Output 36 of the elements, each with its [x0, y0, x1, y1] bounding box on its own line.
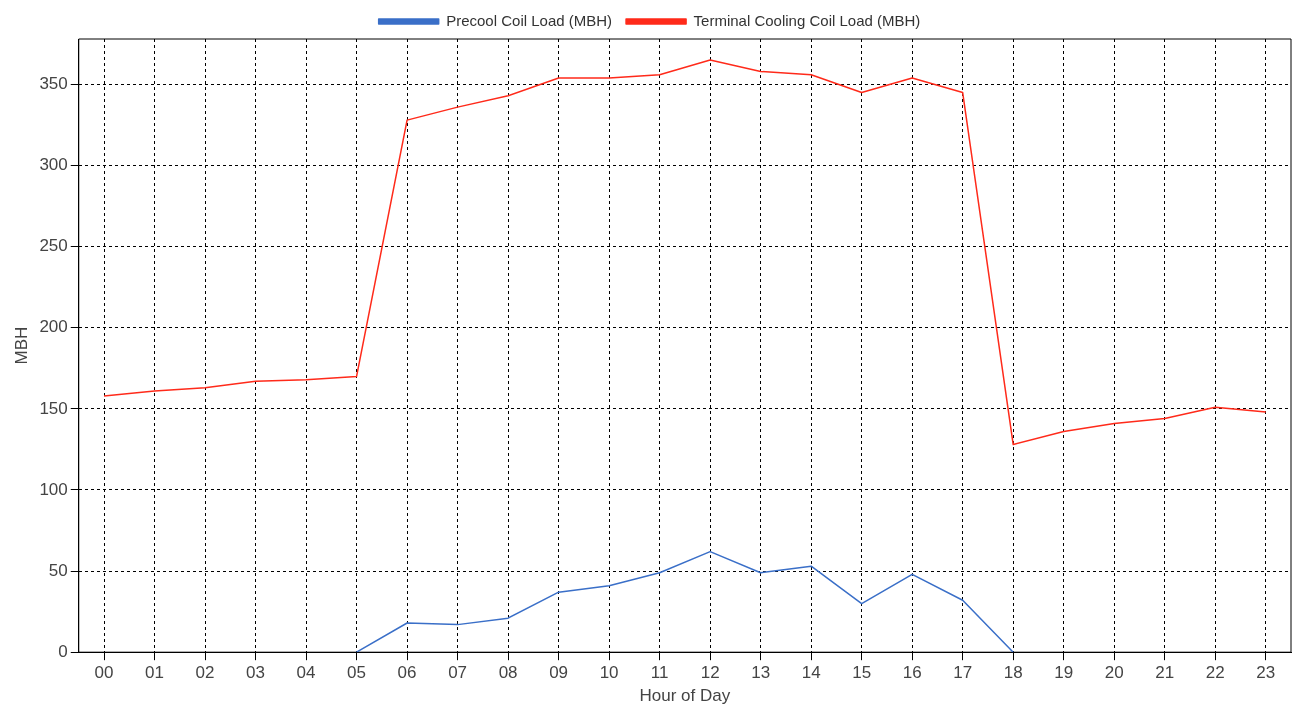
- x-tick-label: 01: [145, 663, 164, 683]
- x-tick-label: 10: [599, 663, 619, 683]
- y-tick-label: 0: [58, 641, 68, 661]
- x-tick-label: 19: [1054, 663, 1074, 683]
- x-tick-label: 08: [498, 663, 518, 683]
- y-tick-label: 50: [48, 560, 68, 580]
- x-tick-label: 00: [94, 663, 114, 683]
- x-tick-label: 02: [195, 663, 215, 683]
- y-tick-label: 150: [39, 398, 68, 418]
- x-tick-label: 13: [751, 663, 771, 683]
- x-tick-label: 12: [700, 663, 720, 683]
- y-tick-label: 350: [39, 74, 68, 94]
- x-tick-label: 22: [1205, 663, 1225, 683]
- x-tick-label: 17: [953, 663, 973, 683]
- y-tick-label: 200: [39, 317, 68, 337]
- y-tick-label: 300: [39, 155, 68, 175]
- x-tick-label: 14: [801, 663, 821, 683]
- x-tick-label: 20: [1104, 663, 1124, 683]
- x-tick-label: 11: [650, 663, 669, 683]
- legend-label: Terminal Cooling Coil Load (MBH): [693, 11, 921, 29]
- x-tick-label: 06: [397, 663, 417, 683]
- x-tick-label: 04: [296, 663, 316, 683]
- x-tick-label: 16: [902, 663, 922, 683]
- x-tick-label: 07: [448, 663, 468, 683]
- y-tick-label: 100: [39, 479, 68, 499]
- x-tick-label: 15: [852, 663, 872, 683]
- x-axis-title: Hour of Day: [639, 686, 731, 706]
- y-axis-title: MBH: [11, 326, 31, 365]
- x-tick-label: 23: [1256, 663, 1276, 683]
- x-tick-label: 05: [347, 663, 367, 683]
- x-tick-label: 18: [1003, 663, 1023, 683]
- y-tick-label: 250: [39, 236, 68, 256]
- legend-label: Precool Coil Load (MBH): [446, 11, 613, 29]
- x-tick-label: 21: [1155, 663, 1175, 683]
- x-tick-label: 09: [549, 663, 569, 683]
- x-tick-label: 03: [246, 663, 266, 683]
